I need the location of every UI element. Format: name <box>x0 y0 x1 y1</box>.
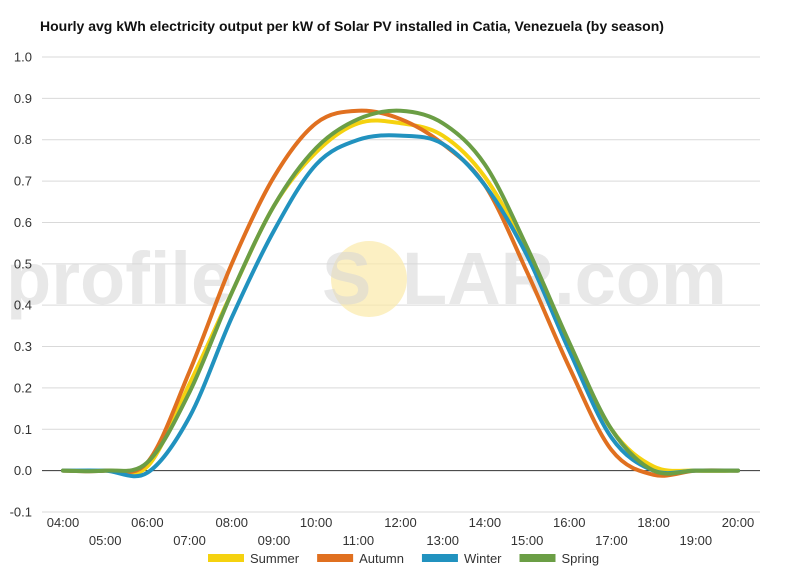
y-tick-label: 0.5 <box>14 256 32 271</box>
axis-layer: 1.0 0.9 0.8 0.7 0.6 0.5 0.4 0.3 0.2 0.1 0.0 -0.1 04:… <box>10 50 755 549</box>
legend-label-winter: Winter <box>464 551 502 566</box>
x-tick-label: 05:00 <box>89 533 122 548</box>
chart-title: Hourly avg kWh electricity output per kW… <box>40 18 664 34</box>
legend-swatch-winter <box>421 554 458 562</box>
x-tick-label: 16:00 <box>553 515 586 530</box>
watermark-sun-icon <box>331 241 407 317</box>
series-layer <box>61 108 740 479</box>
x-tick-label: 14:00 <box>469 515 502 530</box>
x-tick-label: 18:00 <box>637 515 670 530</box>
x-tick-label: 19:00 <box>680 533 713 548</box>
watermark: profile S LAR.com <box>6 237 727 320</box>
x-tick-label: 20:00 <box>722 515 755 530</box>
x-tick-label: 06:00 <box>131 515 164 530</box>
y-tick-label: -0.1 <box>10 505 32 520</box>
legend: Summer Autumn Winter Spring <box>208 551 599 566</box>
legend-swatch-summer <box>208 554 244 562</box>
x-tick-label: 13:00 <box>426 533 459 548</box>
y-tick-label: 1.0 <box>14 50 32 65</box>
x-tick-label: 07:00 <box>173 533 206 548</box>
y-tick-label: 0.3 <box>14 339 32 354</box>
y-tick-label: 0.2 <box>14 380 32 395</box>
x-tick-label: 10:00 <box>300 515 333 530</box>
series-line-autumn <box>61 108 740 478</box>
y-tick-label: 0.8 <box>14 132 32 147</box>
x-tick-label: 15:00 <box>511 533 544 548</box>
watermark-text-left: profile <box>6 237 232 320</box>
x-tick-label: 11:00 <box>343 533 375 548</box>
x-tick-label: 09:00 <box>258 533 291 548</box>
legend-swatch-autumn <box>317 554 354 562</box>
legend-label-autumn: Autumn <box>359 551 404 566</box>
series-line-winter <box>61 133 740 479</box>
legend-label-summer: Summer <box>250 551 300 566</box>
x-tick-label: 12:00 <box>384 515 417 530</box>
y-tick-label: 0.6 <box>14 215 32 230</box>
x-tick-label: 17:00 <box>595 533 628 548</box>
y-tick-label: 0.4 <box>14 298 32 313</box>
x-tick-label: 04:00 <box>47 515 80 530</box>
y-tick-label: 0.0 <box>14 463 32 478</box>
series-line-spring <box>61 108 740 476</box>
legend-swatch-spring <box>519 554 556 562</box>
watermark-text-sun: S <box>322 237 371 320</box>
legend-label-spring: Spring <box>562 551 600 566</box>
y-tick-label: 0.9 <box>14 91 32 106</box>
watermark-text-right: LAR.com <box>402 237 727 320</box>
x-tick-label: 08:00 <box>215 515 248 530</box>
y-tick-label: 0.1 <box>14 422 32 437</box>
y-tick-label: 0.7 <box>14 174 32 189</box>
